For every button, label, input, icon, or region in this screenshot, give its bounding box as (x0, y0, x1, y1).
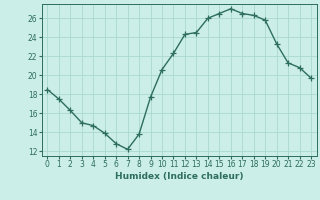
X-axis label: Humidex (Indice chaleur): Humidex (Indice chaleur) (115, 172, 244, 181)
